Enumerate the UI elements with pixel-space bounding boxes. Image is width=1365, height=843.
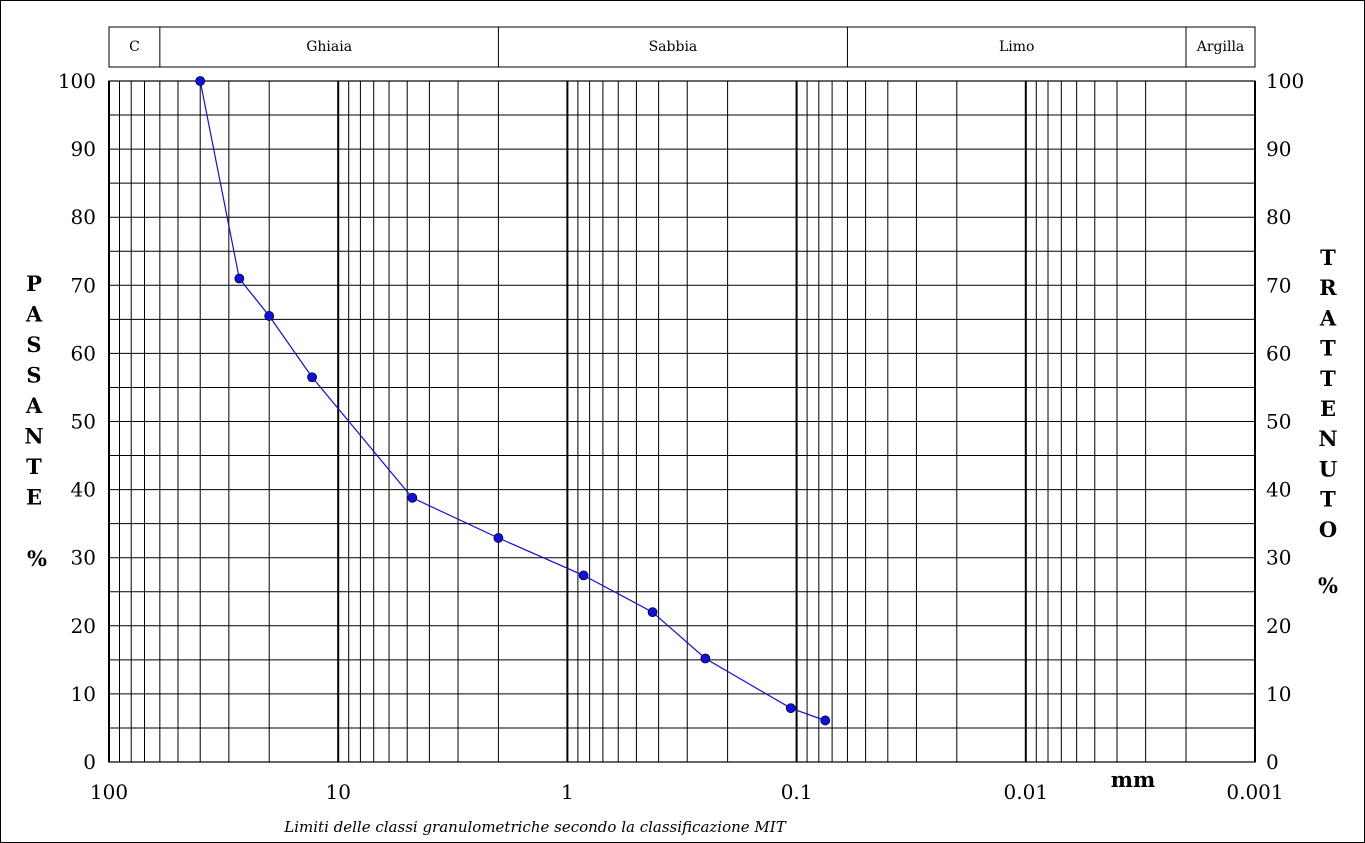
y-right-tick-label: 100	[1266, 69, 1304, 93]
y-left-tick-label: 70	[71, 273, 96, 297]
data-point	[700, 653, 711, 664]
class-band: C Ghiaia Sabbia Limo Argilla	[108, 26, 1256, 68]
y-right-label-letter: T	[1320, 245, 1336, 270]
y-right-label-letter: A	[1319, 305, 1337, 330]
y-right-label-letter: O	[1319, 517, 1337, 542]
y-right-label-letter: N	[1318, 426, 1337, 451]
y-left-label-letter: E	[26, 485, 42, 510]
data-point	[407, 492, 418, 503]
y-left-label-letter: T	[26, 454, 42, 479]
class-label: Argilla	[1196, 39, 1245, 55]
y-left-tick-label: 100	[58, 69, 96, 93]
y-right-label-letter: T	[1320, 336, 1336, 361]
x-axis-label: mm	[1111, 767, 1155, 792]
y-right-label-letter: T	[1320, 366, 1336, 391]
data-point	[234, 273, 245, 284]
y-right-label-letter: U	[1319, 456, 1337, 481]
data-point	[195, 76, 206, 86]
y-left-label-letter: S	[26, 363, 41, 388]
y-right-tick-label: 60	[1266, 341, 1291, 365]
class-label: C	[129, 39, 140, 55]
class-label: Ghiaia	[306, 39, 352, 55]
y-right-tick-label: 90	[1266, 137, 1291, 161]
data-point	[647, 607, 658, 618]
y-left-label-letter: P	[26, 271, 42, 296]
axes: 100 10 1 0.1 0.01 0.0010102030405060708090100…	[24, 69, 1337, 804]
y-left-tick-label: 20	[71, 614, 96, 638]
y-left-tick-label: 50	[71, 410, 96, 434]
y-right-tick-label: 70	[1266, 273, 1291, 297]
class-label: Sabbia	[649, 39, 698, 55]
data-point	[578, 570, 589, 581]
y-left-label-letter: A	[25, 302, 43, 327]
y-right-label-letter: R	[1319, 275, 1337, 300]
x-tick-label: 1	[561, 780, 574, 804]
class-band-frame	[108, 26, 1256, 68]
y-left-tick-label: 10	[71, 682, 96, 706]
series-layer	[195, 76, 831, 726]
data-point	[264, 311, 275, 321]
x-tick-label: 0.001	[1226, 780, 1283, 804]
y-left-label-letter: S	[26, 332, 41, 357]
y-left-label-letter: A	[25, 393, 43, 418]
x-tick-label: 10	[325, 780, 350, 804]
y-right-tick-label: 80	[1266, 205, 1291, 229]
y-right-tick-label: 20	[1266, 614, 1291, 638]
x-tick-label: 0.01	[1004, 780, 1049, 804]
x-tick-label: 100	[90, 780, 128, 804]
class-label: Limo	[999, 39, 1034, 55]
y-right-tick-label: 40	[1266, 478, 1291, 502]
data-point	[785, 703, 796, 714]
data-point	[493, 533, 504, 543]
grid	[108, 80, 1256, 763]
y-right-tick-label: 30	[1266, 546, 1291, 570]
y-left-tick-label: 60	[71, 341, 96, 365]
y-right-tick-label: 50	[1266, 410, 1291, 434]
y-left-tick-label: 90	[71, 137, 96, 161]
y-right-tick-label: 0	[1266, 750, 1279, 774]
data-point	[307, 372, 317, 383]
y-right-unit: %	[1318, 573, 1338, 598]
x-tick-label: 0.1	[781, 780, 813, 804]
y-left-unit: %	[27, 546, 47, 571]
y-right-tick-label: 10	[1266, 682, 1291, 706]
y-right-label-letter: E	[1320, 396, 1336, 421]
chart-caption: Limiti delle classi granulometriche seco…	[283, 818, 786, 836]
y-left-tick-label: 30	[71, 546, 96, 570]
y-left-tick-label: 40	[71, 478, 96, 502]
data-point	[820, 715, 831, 726]
plot-border	[108, 80, 1256, 763]
labels: mm Limiti delle classi granulometriche s…	[27, 546, 1338, 836]
y-right-label-letter: T	[1320, 487, 1336, 512]
y-left-label-letter: N	[24, 424, 43, 449]
y-left-tick-label: 80	[71, 205, 96, 229]
y-left-tick-label: 0	[83, 750, 96, 774]
